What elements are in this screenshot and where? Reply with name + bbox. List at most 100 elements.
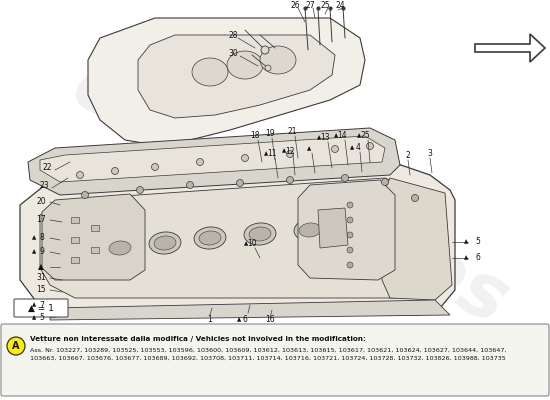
- Polygon shape: [40, 178, 432, 298]
- Bar: [91, 225, 99, 231]
- Circle shape: [81, 192, 89, 198]
- Text: ▲ = 1: ▲ = 1: [28, 304, 54, 312]
- Text: 25: 25: [360, 132, 370, 140]
- Polygon shape: [40, 136, 385, 182]
- Circle shape: [287, 176, 294, 184]
- Polygon shape: [50, 300, 450, 320]
- Text: eurospares: eurospares: [59, 49, 520, 341]
- Polygon shape: [298, 180, 395, 280]
- Polygon shape: [382, 178, 452, 300]
- Ellipse shape: [104, 237, 136, 259]
- Polygon shape: [138, 35, 335, 118]
- Polygon shape: [42, 194, 145, 280]
- Text: ▲: ▲: [464, 240, 468, 244]
- Text: Ass. Nr. 103227, 103289, 103525, 103553, 103596, 103600, 103609, 103612, 103613,: Ass. Nr. 103227, 103289, 103525, 103553,…: [30, 348, 507, 360]
- Circle shape: [366, 142, 373, 150]
- Text: 18: 18: [250, 132, 260, 140]
- Circle shape: [411, 194, 419, 202]
- Ellipse shape: [244, 223, 276, 245]
- Circle shape: [265, 65, 271, 71]
- Ellipse shape: [294, 219, 326, 241]
- Text: 20: 20: [36, 198, 46, 206]
- Bar: [91, 247, 99, 253]
- Circle shape: [347, 217, 353, 223]
- Circle shape: [76, 172, 84, 178]
- Text: ▲: ▲: [317, 136, 322, 140]
- Text: ▲: ▲: [237, 318, 241, 322]
- Text: 25: 25: [320, 2, 330, 10]
- Circle shape: [287, 150, 294, 158]
- Ellipse shape: [194, 227, 226, 249]
- Polygon shape: [475, 34, 545, 62]
- Ellipse shape: [149, 232, 181, 254]
- Text: 22: 22: [42, 164, 52, 172]
- Text: ▲: ▲: [32, 250, 36, 254]
- Text: ▲: ▲: [38, 262, 44, 272]
- Circle shape: [347, 202, 353, 208]
- FancyBboxPatch shape: [14, 299, 68, 317]
- Text: 9: 9: [40, 248, 45, 256]
- Text: 15: 15: [36, 286, 46, 294]
- Text: 19: 19: [265, 130, 275, 138]
- Text: ▲: ▲: [32, 302, 36, 308]
- Ellipse shape: [227, 51, 263, 79]
- Text: 12: 12: [285, 146, 295, 156]
- Circle shape: [382, 178, 388, 186]
- Text: 7: 7: [40, 300, 45, 310]
- Text: 8: 8: [40, 234, 45, 242]
- Circle shape: [196, 158, 204, 166]
- Circle shape: [151, 164, 158, 170]
- Text: 17: 17: [36, 216, 46, 224]
- Text: 24: 24: [335, 2, 345, 10]
- Text: 11: 11: [267, 150, 277, 158]
- Text: 21: 21: [287, 128, 297, 136]
- Ellipse shape: [260, 46, 296, 74]
- Text: ▲: ▲: [334, 134, 338, 138]
- Bar: [71, 217, 79, 223]
- Ellipse shape: [199, 231, 221, 245]
- Text: ▲: ▲: [350, 146, 355, 150]
- Text: 16: 16: [265, 316, 275, 324]
- Circle shape: [342, 174, 349, 182]
- Circle shape: [186, 182, 194, 188]
- Ellipse shape: [299, 223, 321, 237]
- Text: 26: 26: [290, 2, 300, 10]
- Text: 2: 2: [406, 152, 410, 160]
- Text: ▲: ▲: [32, 236, 36, 240]
- Circle shape: [136, 186, 144, 194]
- Text: 23: 23: [39, 182, 49, 190]
- Text: 14: 14: [337, 132, 347, 140]
- Text: 6: 6: [475, 254, 480, 262]
- Text: 4: 4: [355, 144, 360, 152]
- Text: ▲: ▲: [282, 148, 287, 154]
- Polygon shape: [88, 18, 365, 145]
- Text: ▲: ▲: [358, 134, 361, 138]
- Circle shape: [347, 262, 353, 268]
- Bar: [71, 257, 79, 263]
- Text: 3: 3: [427, 150, 432, 158]
- Text: 30: 30: [228, 50, 238, 58]
- Circle shape: [347, 247, 353, 253]
- Polygon shape: [28, 128, 400, 195]
- Circle shape: [7, 337, 25, 355]
- Circle shape: [261, 46, 269, 54]
- Text: 5: 5: [40, 314, 45, 322]
- Text: ▲: ▲: [244, 242, 249, 246]
- Text: Vetture non interessate dalla modifica / Vehicles not involved in the modificati: Vetture non interessate dalla modifica /…: [30, 336, 366, 342]
- Circle shape: [112, 168, 118, 174]
- Text: 10: 10: [247, 240, 257, 248]
- Text: ▲: ▲: [32, 316, 36, 320]
- Text: A: A: [12, 341, 20, 351]
- Ellipse shape: [109, 241, 131, 255]
- Text: 28: 28: [228, 30, 238, 40]
- Bar: [71, 237, 79, 243]
- Circle shape: [347, 232, 353, 238]
- Text: 31: 31: [36, 274, 46, 282]
- Circle shape: [332, 146, 338, 152]
- Polygon shape: [318, 208, 348, 248]
- Text: ▲: ▲: [464, 256, 468, 260]
- Ellipse shape: [249, 227, 271, 241]
- Text: 5: 5: [475, 238, 480, 246]
- Text: 1: 1: [208, 316, 212, 324]
- Ellipse shape: [192, 58, 228, 86]
